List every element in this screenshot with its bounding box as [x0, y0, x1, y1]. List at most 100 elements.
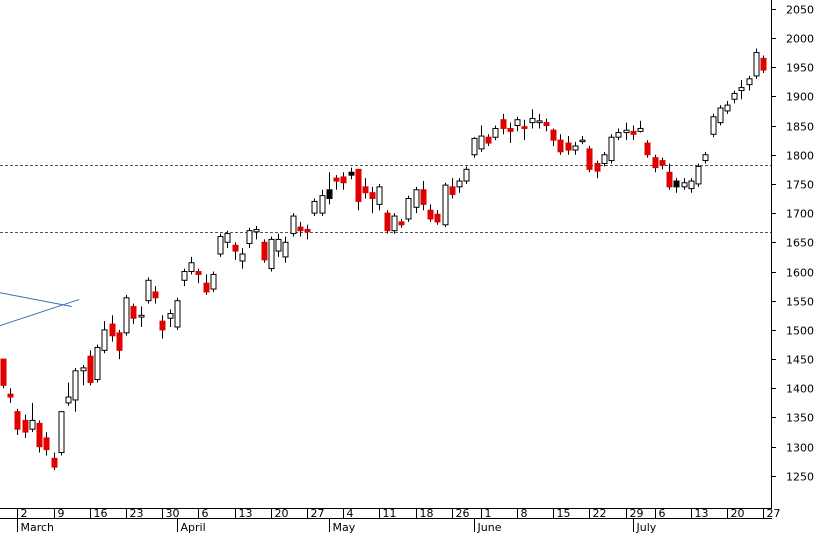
- candle-body: [688, 180, 695, 190]
- candle: [724, 101, 731, 114]
- candle-body: [326, 189, 333, 200]
- candle: [666, 163, 673, 190]
- candle-body: [87, 355, 94, 383]
- candle-body: [138, 314, 145, 318]
- y-tick-label: 1400: [786, 383, 814, 396]
- candle: [369, 186, 376, 214]
- candle-body: [478, 135, 485, 150]
- candle: [753, 48, 760, 79]
- candle-body: [738, 87, 745, 92]
- candle: [456, 178, 463, 193]
- candle-body: [753, 52, 760, 77]
- candle-body: [543, 122, 550, 127]
- x-day-label: 8: [521, 507, 528, 520]
- y-tick-label: 1950: [786, 62, 814, 75]
- candle: [195, 268, 202, 284]
- candle-body: [565, 142, 572, 151]
- candle-body: [710, 116, 717, 135]
- candle-body: [188, 262, 195, 273]
- candle-body: [376, 186, 383, 205]
- candle: [536, 113, 543, 129]
- candle-body: [22, 419, 29, 433]
- candle-body: [746, 78, 753, 86]
- candle-body: [174, 300, 181, 328]
- x-month-label: April: [181, 521, 206, 534]
- candle-body: [253, 228, 260, 233]
- candle: [760, 55, 767, 73]
- candle: [58, 411, 65, 456]
- candle: [239, 248, 246, 269]
- candle: [268, 236, 275, 272]
- candles: [0, 48, 767, 471]
- y-tick-label: 1800: [786, 150, 814, 163]
- candle: [130, 303, 137, 325]
- candle-body: [398, 221, 405, 226]
- candle: [543, 118, 550, 132]
- candle-body: [340, 176, 347, 184]
- candle-body: [579, 139, 586, 143]
- candle: [427, 204, 434, 222]
- candle: [174, 297, 181, 330]
- candle: [72, 367, 79, 412]
- x-day-label: 1: [485, 507, 492, 520]
- candle-body: [695, 165, 702, 185]
- candle-body: [492, 127, 499, 138]
- x-day-label: 15: [557, 507, 571, 520]
- candle: [391, 213, 398, 234]
- candle: [659, 157, 666, 170]
- candle-body: [362, 186, 369, 194]
- candle-body: [384, 212, 391, 232]
- candle: [333, 175, 340, 190]
- candle-body: [500, 119, 507, 129]
- candle-body: [521, 126, 528, 129]
- candle: [623, 122, 630, 141]
- candle: [311, 198, 318, 217]
- candle: [420, 181, 427, 211]
- candle-body: [659, 160, 666, 166]
- candle: [304, 224, 311, 240]
- candle-body: [36, 422, 43, 448]
- candle: [29, 402, 36, 433]
- candle-body: [210, 273, 217, 290]
- candle-body: [217, 235, 224, 255]
- candle: [514, 116, 521, 132]
- candle: [702, 151, 709, 164]
- y-tick-label: 1650: [786, 237, 814, 250]
- candle: [340, 172, 347, 190]
- candle: [746, 75, 753, 91]
- y-tick-label: 1350: [786, 412, 814, 425]
- y-tick-label: 1450: [786, 354, 814, 367]
- candle: [500, 113, 507, 135]
- candle: [355, 168, 362, 211]
- candle: [695, 163, 702, 187]
- x-day-label: 13: [695, 507, 709, 520]
- candle-body: [557, 139, 564, 153]
- candle-body: [51, 457, 58, 468]
- candle: [507, 122, 514, 144]
- candle: [275, 233, 282, 257]
- candle-body: [232, 244, 239, 252]
- y-tick-label: 1900: [786, 91, 814, 104]
- x-day-label: 2: [21, 507, 28, 520]
- candle: [478, 125, 485, 152]
- candle-body: [14, 411, 21, 430]
- x-day-label: 11: [383, 507, 397, 520]
- candle-body: [203, 282, 210, 293]
- candle: [210, 271, 217, 292]
- candle-body: [485, 136, 492, 144]
- candle: [601, 151, 608, 167]
- candle: [224, 230, 231, 249]
- candle: [362, 178, 369, 199]
- candle-body: [123, 297, 130, 334]
- candle-body: [717, 107, 724, 124]
- candle: [326, 172, 333, 205]
- y-tick-label: 1750: [786, 179, 814, 192]
- candle-body: [652, 157, 659, 169]
- candle-body: [275, 238, 282, 252]
- candle-body: [181, 271, 188, 281]
- x-month-label: June: [477, 521, 502, 534]
- candle-body: [594, 162, 601, 172]
- x-day-label: 6: [202, 507, 209, 520]
- candle-body: [456, 180, 463, 188]
- candle: [413, 186, 420, 214]
